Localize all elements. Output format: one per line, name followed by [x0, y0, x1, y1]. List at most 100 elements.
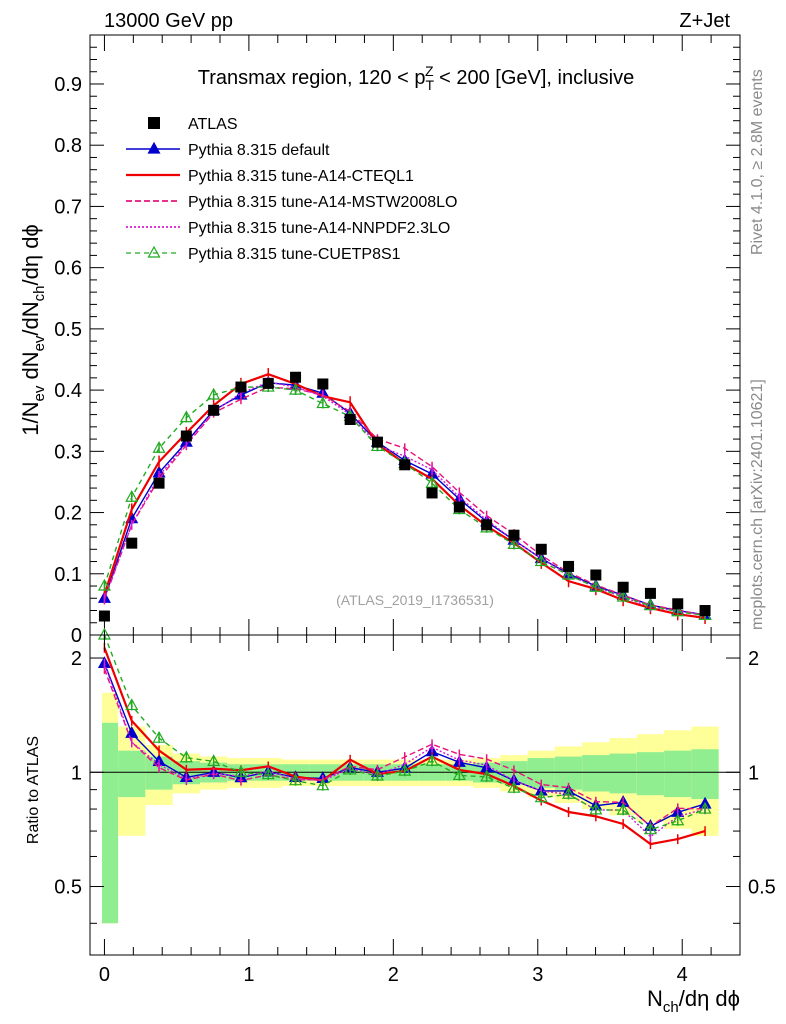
series-line-4 [103, 386, 706, 617]
x-tick-label: 2 [388, 964, 399, 986]
atlas-point [508, 529, 520, 541]
atlas-data-points [98, 371, 711, 622]
atlas-point [481, 519, 493, 531]
rivet-version-label: Rivet 4.1.0, ≥ 2.8M events [749, 69, 766, 255]
ratio-band-inner [609, 753, 637, 794]
legend-marker [147, 141, 161, 154]
atlas-point [617, 581, 629, 593]
series-marker [207, 754, 221, 767]
main-y-axis-label: 1/Nev dNev/dNch/dη dϕ [18, 224, 48, 436]
atlas-point [426, 487, 438, 499]
atlas-point [644, 587, 656, 599]
series-marker [643, 598, 657, 611]
atlas-point [290, 371, 302, 383]
ratio-band-inner [691, 749, 719, 800]
ratio-y-tick-label-right: 1 [748, 762, 759, 784]
ratio-bands [102, 692, 719, 924]
series-marker [425, 754, 439, 766]
y-tick-label: 0.9 [54, 74, 82, 96]
series-marker [671, 813, 685, 826]
series-marker [125, 489, 139, 502]
ratio-y-tick-label-right: 0.5 [748, 877, 776, 899]
series-marker [179, 410, 193, 423]
ratio-line-3 [103, 663, 706, 838]
y-tick-label: 0.3 [54, 441, 82, 463]
series-marker [425, 475, 439, 488]
ratio-y-tick-label: 0.5 [54, 877, 82, 899]
legend-entry: Pythia 8.315 tune-CUETP8S1 [188, 246, 401, 263]
series-marker [562, 567, 576, 580]
legend: ATLAS Pythia 8.315 default Pythia 8.315 tu… [126, 116, 457, 263]
legend-entry: Pythia 8.315 tune-A14-CTEQL1 [188, 168, 414, 185]
ratio-panel: 0.5 0.5 1 1 2 2 0 1 2 3 4 [54, 627, 776, 986]
series-line-2 [103, 386, 706, 617]
main-panel: 0 0.1 0.2 0.3 0.4 0.5 0.6 0.7 0.8 0.9 [54, 34, 741, 647]
ratio-y-tick-label: 1 [71, 762, 82, 784]
ratio-y-ticks: 0.5 0.5 1 1 2 2 [54, 648, 776, 924]
series-marker [261, 767, 275, 780]
series-marker [152, 730, 166, 743]
source-citation-label: mcplots.cern.ch [arXiv:2401.10621] [749, 379, 766, 630]
legend-entry: Pythia 8.315 tune-A14-NNPDF2.3LO [188, 220, 450, 237]
atlas-point [317, 378, 329, 390]
legend-marker [147, 245, 161, 258]
series-marker [562, 787, 576, 799]
series-marker [507, 537, 521, 549]
series-marker [152, 441, 166, 453]
series-line-3 [103, 381, 706, 617]
series-marker [698, 801, 712, 814]
header-beam-label: 13000 GeV pp [104, 10, 233, 32]
y-tick-label: 0.2 [54, 503, 82, 525]
atlas-point [235, 381, 247, 393]
ratio-frame [89, 634, 741, 956]
legend-marker [148, 117, 160, 129]
ratio-band-inner [664, 750, 692, 798]
series-marker [97, 578, 111, 591]
y-tick-label: 0.7 [54, 196, 82, 218]
atlas-point [672, 598, 684, 610]
series-marker [534, 554, 548, 567]
series-marker [671, 604, 685, 617]
main-y-ticks: 0 0.1 0.2 0.3 0.4 0.5 0.6 0.7 0.8 0.9 [54, 34, 740, 647]
x-axis-label: Nch/dη dϕ [647, 986, 740, 1016]
atlas-point [535, 543, 547, 555]
series-marker [589, 802, 603, 815]
series-marker [207, 387, 221, 400]
ratio-x-ticks: 0 1 2 3 4 [99, 635, 741, 986]
series-marker [507, 780, 521, 793]
ratio-band-inner [582, 755, 610, 792]
legend-entry: Pythia 8.315 tune-A14-MSTW2008LO [188, 194, 457, 211]
series-marker [589, 579, 603, 592]
series-marker [452, 768, 466, 781]
series-marker [616, 802, 630, 815]
atlas-point [699, 605, 711, 617]
main-x-ticks [103, 35, 741, 635]
atlas-point [590, 569, 602, 581]
x-tick-label: 4 [677, 964, 688, 986]
atlas-point [344, 413, 356, 425]
y-tick-label: 0.8 [54, 135, 82, 157]
series-marker [289, 382, 303, 395]
atlas-point [371, 436, 383, 448]
series-marker [534, 790, 548, 803]
atlas-point [98, 610, 110, 622]
atlas-point [180, 430, 192, 442]
y-tick-label: 0.1 [54, 564, 82, 586]
ratio-band-inner [118, 750, 146, 798]
atlas-point [208, 404, 220, 416]
atlas-point [262, 377, 274, 389]
ratio-series-lines [97, 627, 712, 850]
atlas-point [126, 537, 138, 549]
series-marker [643, 822, 657, 835]
series-marker [234, 765, 248, 777]
atlas-point [153, 477, 165, 489]
legend-entry: Pythia 8.315 default [188, 142, 330, 159]
series-marker [480, 769, 494, 782]
atlas-point [453, 501, 465, 513]
ratio-y-tick-label: 2 [71, 648, 82, 670]
chart-title: Transmax region, 120 < pTZ < 200 [GeV], … [198, 63, 635, 93]
series-marker [289, 773, 303, 786]
series-marker [616, 589, 630, 602]
ratio-band-inner [102, 722, 119, 924]
